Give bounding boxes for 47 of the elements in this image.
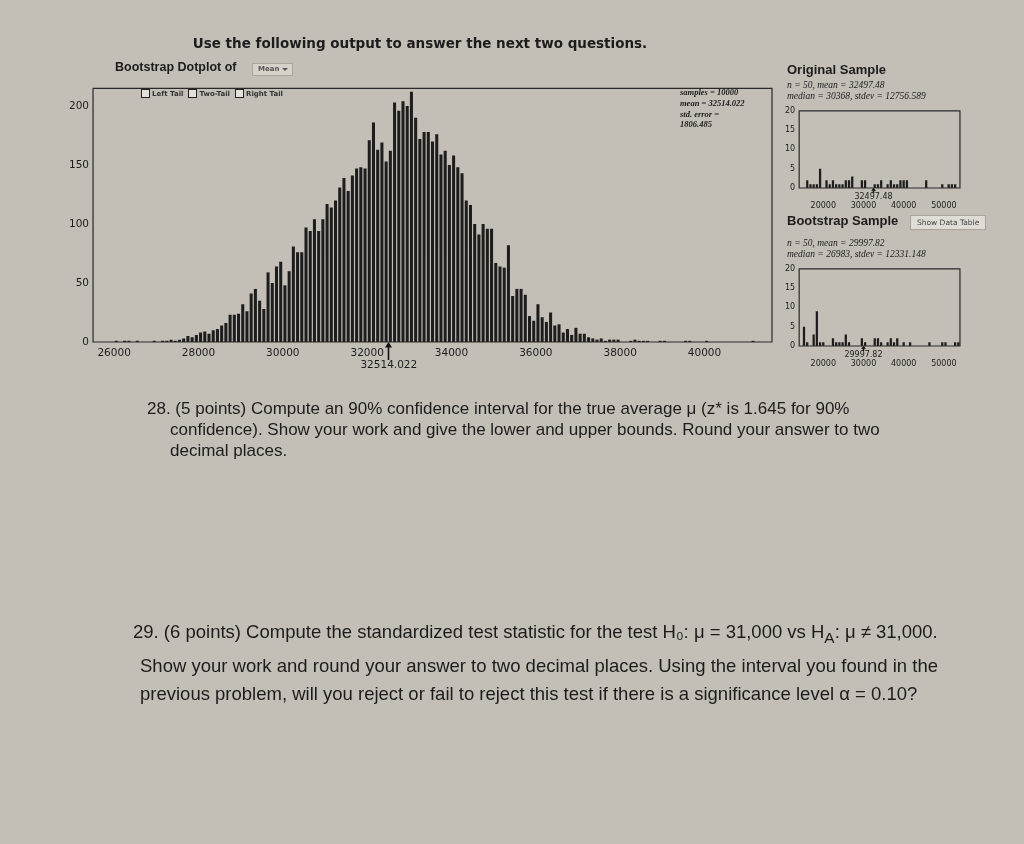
y-tick-label: 150 — [68, 157, 90, 170]
x-tick-label: 50000 — [931, 358, 957, 368]
y-tick-label: 10 — [784, 302, 796, 312]
annotation: samples = 10000 — [680, 87, 740, 97]
y-tick-label: 0 — [790, 341, 796, 351]
y-tick-label: 0 — [790, 183, 796, 193]
x-tick-label: 30000 — [850, 358, 877, 368]
x-tick-label: 32000 — [350, 346, 384, 359]
y-tick-label: 200 — [68, 98, 90, 111]
annotation: mean = 32514.022 — [680, 98, 746, 108]
x-tick-label: 20000 — [810, 200, 837, 210]
y-tick-label: 5 — [790, 321, 796, 331]
x-tick-label: 20000 — [810, 358, 837, 368]
x-tick-label: 50000 — [931, 200, 957, 210]
x-tick-label: 30000 — [266, 346, 300, 359]
text: 29. (6 points) Compute the standardized test statistic for the test H₀: μ = 31,000 vs H$_{A}$: μ ≠ 31,000. Show your work and round your answer to two decimal places. Using the interval you found in the previous problem, will you reject or fail to reject this test if there is a significance level α = 0.10? — [133, 620, 939, 706]
y-tick-label: 50 — [75, 275, 90, 288]
text: n = 50, mean = 29997.82 — [787, 238, 885, 248]
text: n = 50, mean = 32497.48 — [787, 80, 885, 90]
chart-title: Original Sample — [787, 62, 886, 77]
x-tick-label: 26000 — [97, 346, 131, 359]
chart-title: Bootstrap Sample — [787, 213, 899, 228]
text: median = 26983, stdev = 12331.148 — [787, 249, 926, 259]
x-tick-label: 40000 — [687, 346, 722, 359]
x-tick-label: 30000 — [850, 200, 877, 210]
y-tick-label: 5 — [790, 163, 796, 173]
x-tick-label: 34000 — [434, 346, 469, 359]
chart-title: Bootstrap Dotplot of — [115, 60, 237, 74]
y-tick-label: 20 — [784, 263, 796, 273]
y-tick-label: 100 — [68, 216, 90, 229]
text: median = 30368, stdev = 12756.589 — [787, 91, 926, 101]
x-tick-label: 40000 — [890, 358, 917, 368]
text: 28. (5 points) Compute an 90% confidence interval for the true average μ (z* is 1.645 for 90% confidence). Show your work and give the lower and upper bounds. Round your answer to two decimal places. — [147, 398, 881, 461]
y-tick-label: 15 — [784, 283, 796, 293]
y-tick-label: 0 — [82, 334, 90, 347]
x-tick-label: 36000 — [519, 346, 553, 359]
annotation: 32497.48 — [853, 192, 894, 201]
y-tick-label: 10 — [784, 144, 796, 154]
text: Use the following output to answer the next two questions. — [191, 34, 649, 53]
annotation: 29997.82 — [843, 350, 884, 359]
x-tick-label: 40000 — [890, 200, 917, 210]
annotation: std. error = 1806.485 — [680, 109, 721, 129]
annotation: 32514.022 — [359, 358, 419, 371]
y-tick-label: 15 — [784, 125, 796, 135]
x-tick-label: 28000 — [181, 346, 216, 359]
y-tick-label: 20 — [784, 105, 796, 115]
x-tick-label: 38000 — [603, 346, 637, 359]
